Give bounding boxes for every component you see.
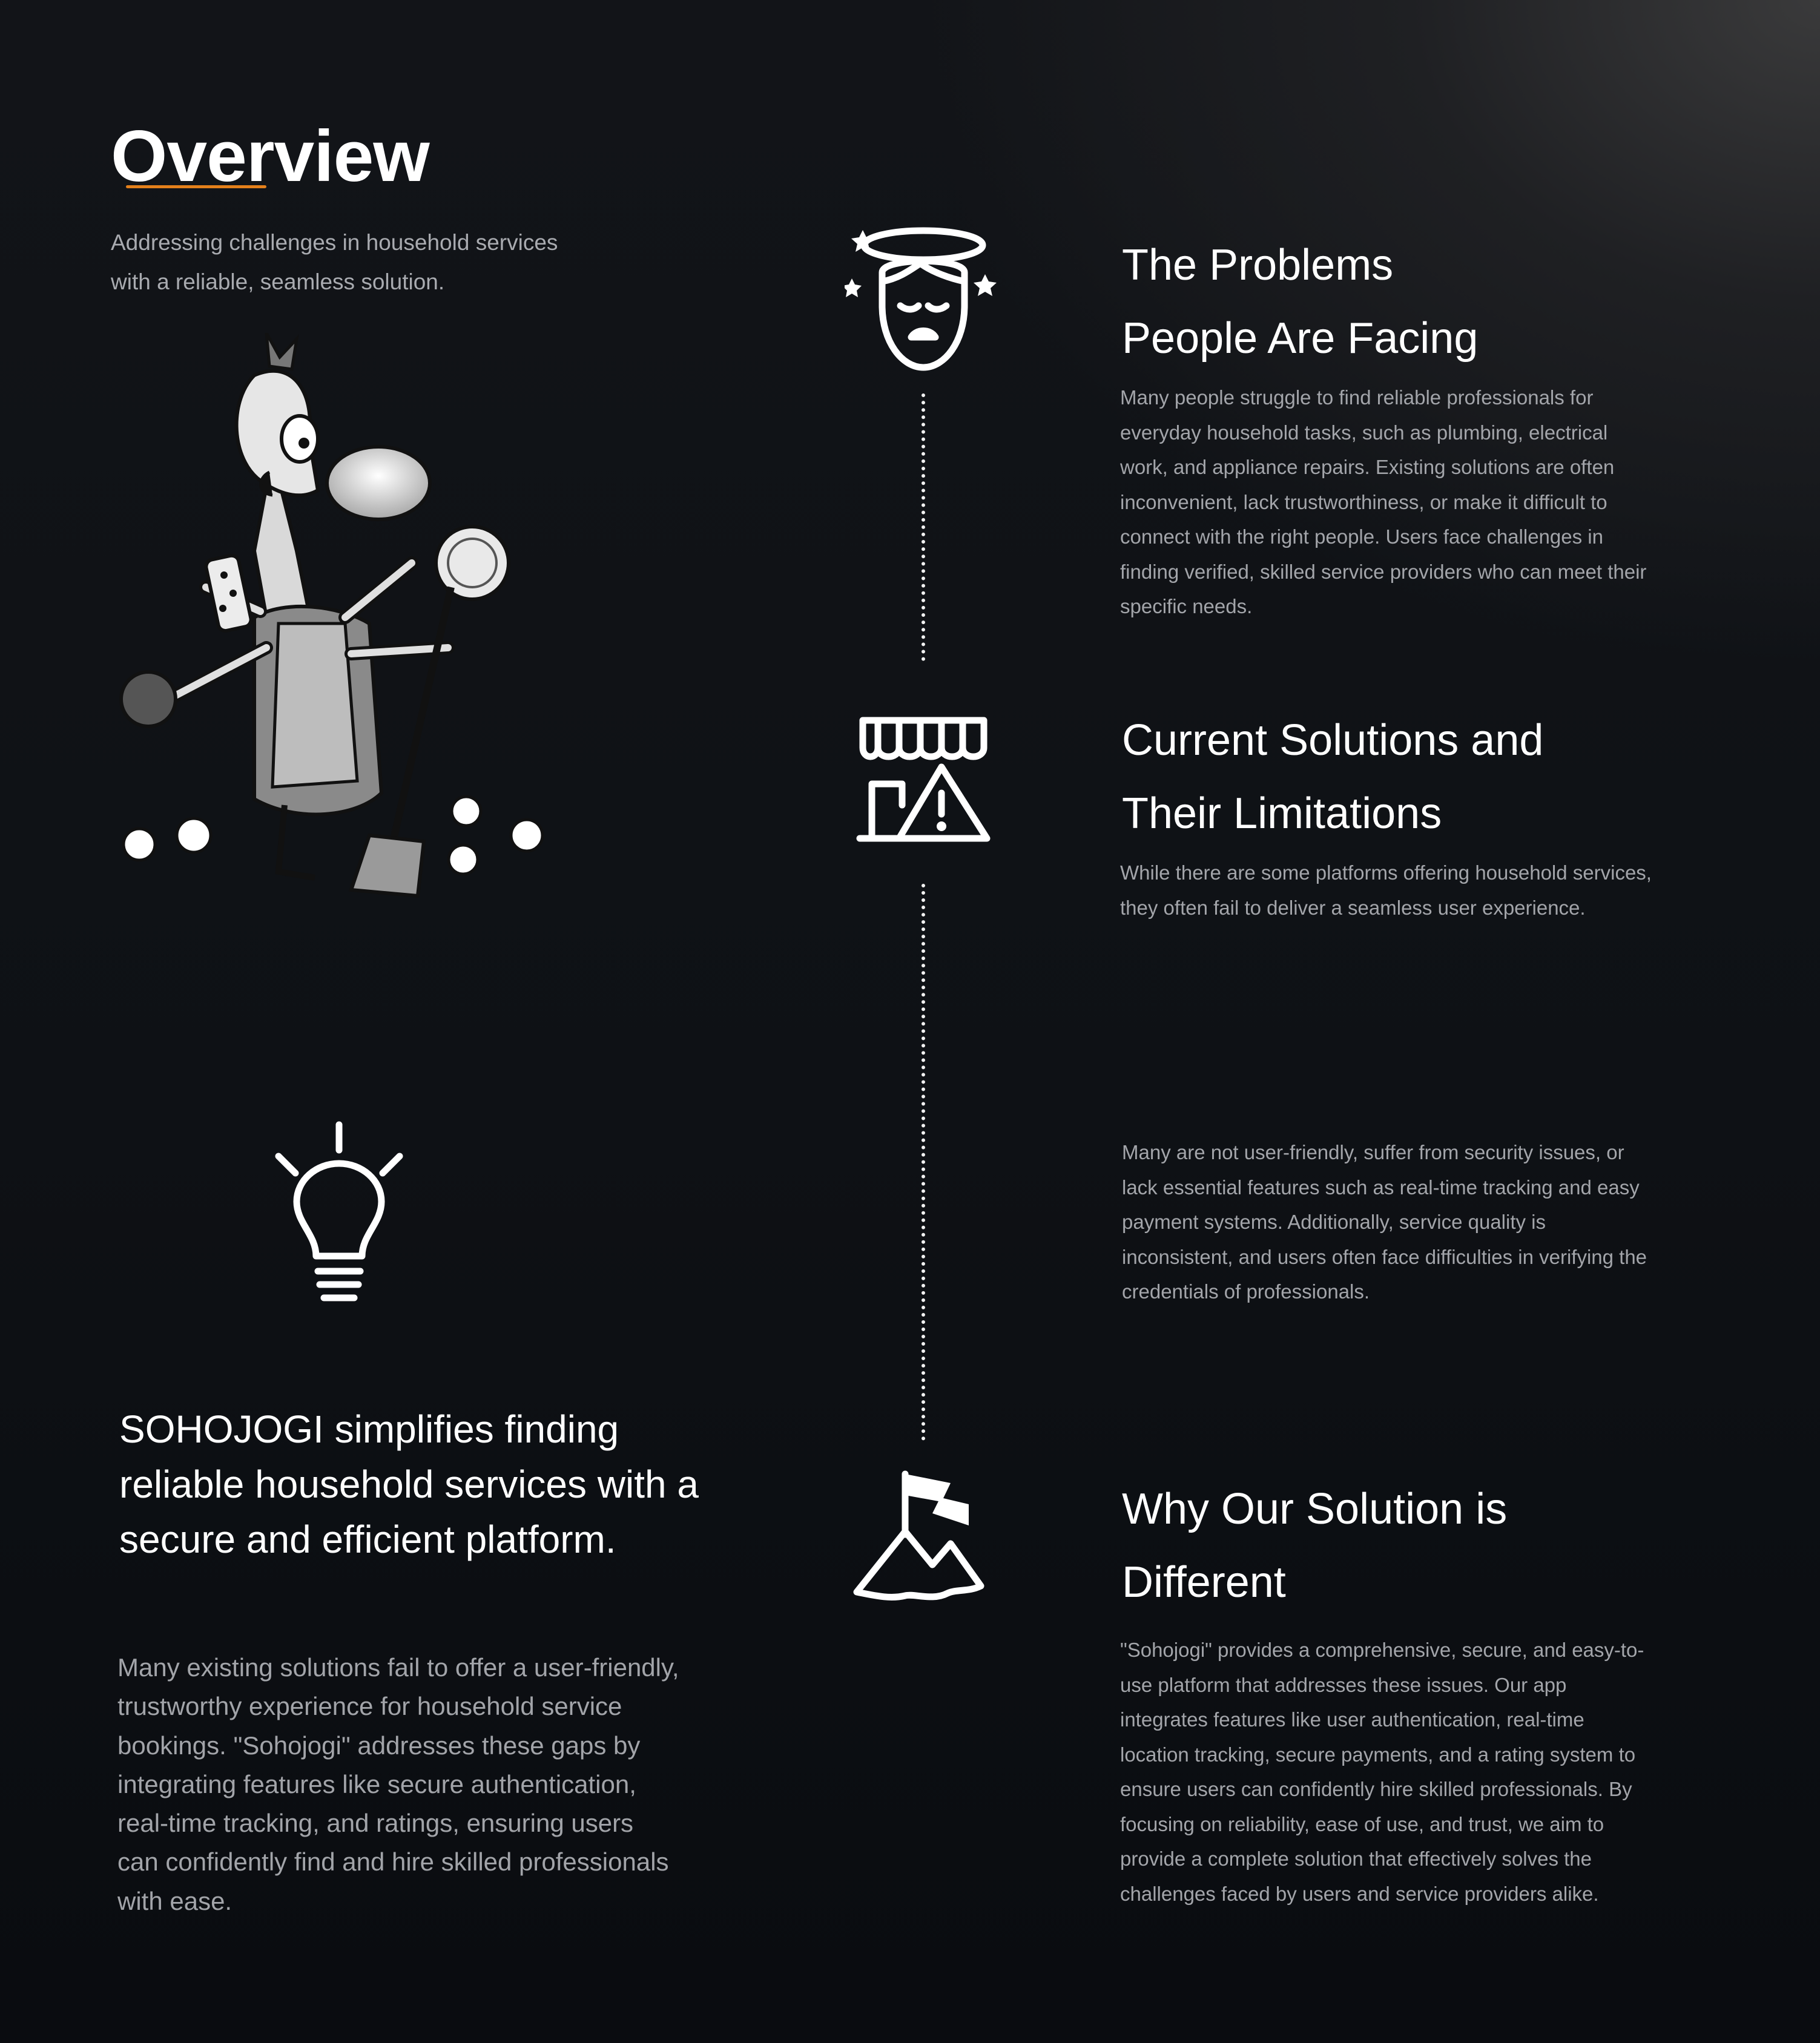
section-title-line: People Are Facing xyxy=(1122,314,1479,363)
solution-highlight: SOHOJOGI simplifies finding reliable hou… xyxy=(119,1407,699,1561)
section-title-line: Why Our Solution is xyxy=(1122,1485,1508,1533)
mountain-flag-icon xyxy=(853,1470,984,1601)
section-title-line: Different xyxy=(1122,1558,1286,1607)
page-subtitle: Addressing challenges in household servi… xyxy=(111,230,558,294)
section-title-limitations: Current Solutions and Their Limitations xyxy=(1122,704,1727,850)
section-body-limitations-detail: Many are not user-friendly, suffer from … xyxy=(1122,1141,1647,1303)
section-title-line: Current Solutions and xyxy=(1122,716,1544,765)
solution-paragraph: Many existing solutions fail to offer a … xyxy=(117,1653,679,1915)
multi-armed-man-cleaning-illustration xyxy=(119,333,544,898)
section-title-difference: Why Our Solution is Different xyxy=(1122,1473,1727,1619)
store-warning-icon xyxy=(856,717,991,842)
section-title-line: The Problems xyxy=(1122,241,1394,289)
dizzy-face-icon xyxy=(845,227,997,371)
section-title-line: Their Limitations xyxy=(1122,789,1442,838)
section-body-problems: Many people struggle to find reliable pr… xyxy=(1120,386,1647,617)
lightbulb-icon xyxy=(275,1121,403,1301)
section-body-limitations: While there are some platforms offering … xyxy=(1120,861,1652,919)
timeline-connector xyxy=(922,393,925,661)
title-underline xyxy=(126,185,266,188)
timeline-connector xyxy=(922,884,925,1441)
page-title: Overview xyxy=(111,116,430,197)
section-title-problems: The Problems People Are Facing xyxy=(1122,229,1727,375)
section-body-difference: "Sohojogi" provides a comprehensive, sec… xyxy=(1120,1639,1644,1905)
